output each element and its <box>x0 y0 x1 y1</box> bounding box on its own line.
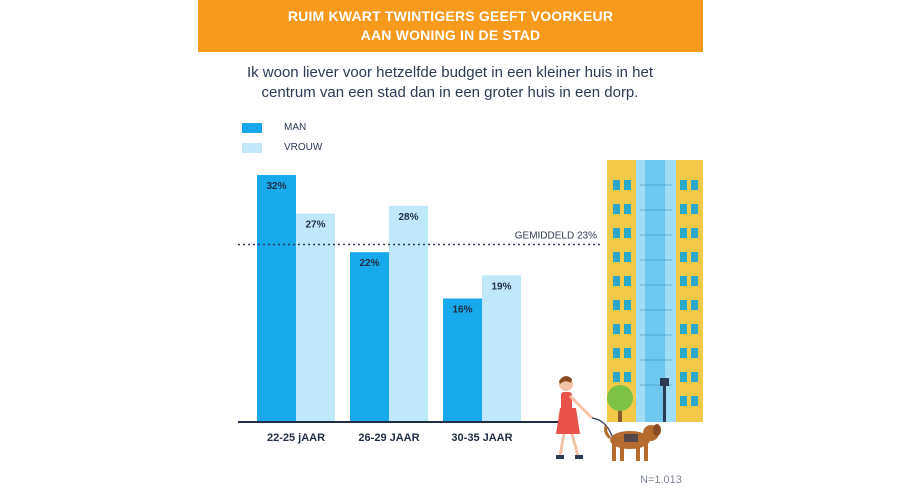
category-label: 22-25 jAAR <box>267 432 325 444</box>
bar-man-1 <box>350 252 389 422</box>
bar-value-label: 28% <box>398 212 418 223</box>
bar-value-label: 27% <box>305 220 325 231</box>
legend-swatch-man <box>242 122 262 133</box>
bar-man-0 <box>257 175 296 422</box>
sample-size-note: N=1.013 <box>640 474 682 486</box>
street-lamp-icon <box>660 378 669 422</box>
average-label: GEMIDDELD 23% <box>515 230 597 241</box>
bar-value-label: 19% <box>491 281 511 292</box>
tree-icon <box>607 385 633 422</box>
category-label: 26-29 JAAR <box>358 432 419 444</box>
chart-title: RUIM KWART TWINTIGERS GEEFT VOORKEUR AAN… <box>287 8 614 43</box>
legend-item-man: MAN <box>242 122 306 133</box>
chart-subtitle: Ik woon liever voor hetzelfde budget in … <box>246 64 654 101</box>
bar-value-label: 16% <box>452 305 472 316</box>
bar-value-label: 32% <box>266 181 286 192</box>
bar-value-label: 22% <box>359 258 379 269</box>
bar-vrouw-0 <box>296 213 335 422</box>
legend-label-vrouw: VROUW <box>284 142 323 153</box>
legend-swatch-vrouw <box>242 142 262 153</box>
legend-item-vrouw: VROUW <box>242 142 322 153</box>
bars-group: 32% 27% 22% 28% 16% 19% <box>257 175 521 422</box>
bar-vrouw-1 <box>389 205 428 422</box>
legend-label-man: MAN <box>284 122 307 133</box>
bar-vrouw-2 <box>482 275 521 422</box>
category-label: 30-35 JAAR <box>451 432 512 444</box>
apartment-building-illustration <box>607 160 703 422</box>
category-labels: 22-25 jAAR 26-29 JAAR 30-35 JAAR <box>267 432 513 444</box>
woman-walking-dog-illustration <box>556 375 661 461</box>
bar-man-2 <box>443 298 482 422</box>
title-banner: RUIM KWART TWINTIGERS GEEFT VOORKEUR AAN… <box>198 0 703 52</box>
